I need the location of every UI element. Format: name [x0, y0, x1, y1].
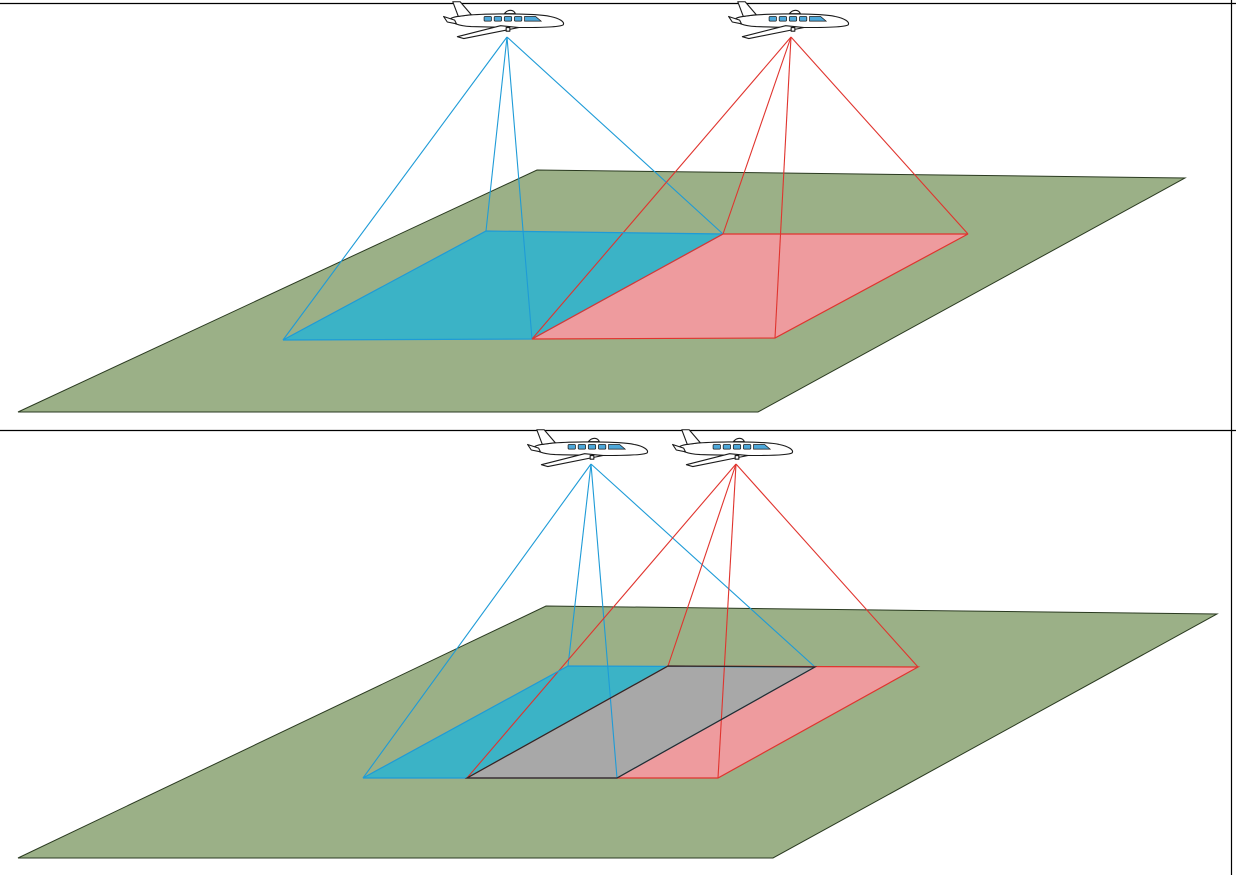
right-image-footprint	[617, 667, 918, 778]
left-camera-rays	[362, 463, 816, 779]
aircraft-icon	[672, 429, 794, 468]
overlap-outline	[464, 665, 818, 779]
panel-with-overlap	[17, 429, 1219, 859]
aircraft-icon	[527, 429, 649, 468]
panel-no-overlap	[17, 1, 1187, 413]
left-camera-rays	[282, 36, 724, 341]
right-camera-rays	[466, 463, 919, 779]
right-camera-rays	[531, 36, 969, 340]
aircraft-icon	[443, 1, 565, 40]
overlap-region	[467, 666, 815, 778]
right-image-footprint	[532, 234, 968, 339]
right-footprint-outline	[531, 233, 969, 340]
left-image-footprint	[283, 231, 723, 340]
aircraft-icon	[728, 1, 850, 40]
